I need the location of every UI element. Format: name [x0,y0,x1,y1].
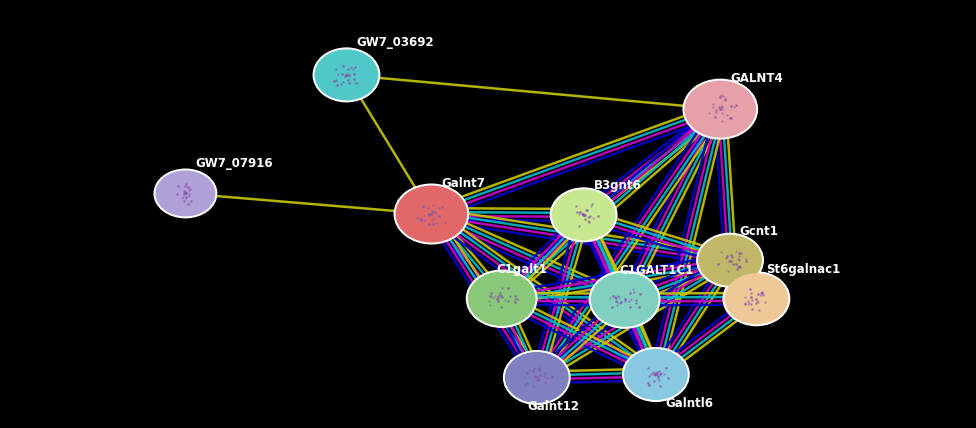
Ellipse shape [504,351,570,404]
Ellipse shape [313,48,380,102]
Text: C1GALT1C1: C1GALT1C1 [620,264,694,277]
Ellipse shape [396,186,467,242]
Text: Galnt12: Galnt12 [527,400,579,413]
Ellipse shape [625,350,687,399]
Ellipse shape [315,50,378,100]
Ellipse shape [699,235,761,285]
Text: B3gnt6: B3gnt6 [593,179,641,192]
Ellipse shape [591,273,658,326]
Ellipse shape [156,171,215,216]
Ellipse shape [683,79,757,139]
Text: Galnt7: Galnt7 [441,177,485,190]
Text: St6galnac1: St6galnac1 [766,263,840,276]
Text: Galntl6: Galntl6 [666,397,713,410]
Ellipse shape [550,188,617,242]
Ellipse shape [506,353,568,402]
Ellipse shape [154,169,217,218]
Ellipse shape [725,274,788,324]
Ellipse shape [723,272,790,326]
Text: GW7_07916: GW7_07916 [195,157,273,170]
Ellipse shape [552,190,615,240]
Ellipse shape [467,270,537,327]
Text: GW7_03692: GW7_03692 [356,36,434,49]
Text: C1galt1: C1galt1 [497,263,548,276]
Ellipse shape [697,233,763,287]
Ellipse shape [468,272,535,325]
Text: GALNT4: GALNT4 [730,72,783,85]
Ellipse shape [623,348,689,401]
Text: Gcnt1: Gcnt1 [740,225,779,238]
Ellipse shape [685,81,755,137]
Ellipse shape [590,271,660,328]
Ellipse shape [394,184,468,244]
